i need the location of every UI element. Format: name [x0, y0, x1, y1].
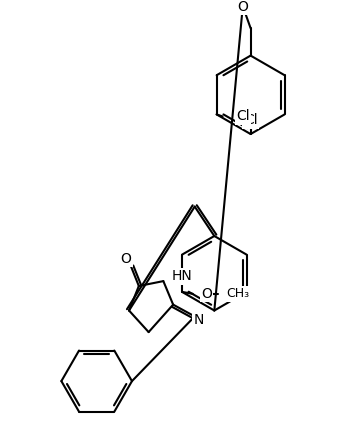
Text: CH₃: CH₃	[226, 288, 249, 300]
Text: O: O	[121, 252, 131, 266]
Text: O: O	[201, 287, 212, 301]
Text: HN: HN	[171, 269, 192, 283]
Text: N: N	[193, 313, 204, 327]
Text: Cl: Cl	[236, 109, 250, 123]
Text: O: O	[237, 0, 248, 14]
Text: Cl: Cl	[244, 113, 257, 127]
